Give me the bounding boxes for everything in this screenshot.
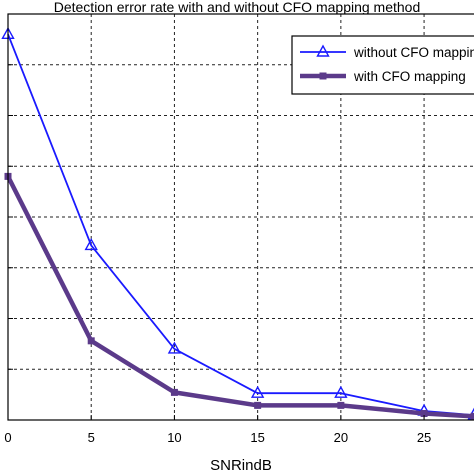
x-ticks: 0 5 10 15 20 25 bbox=[4, 13, 431, 445]
data-point bbox=[337, 401, 345, 409]
data-point bbox=[84, 237, 98, 251]
legend-box bbox=[291, 35, 474, 95]
series-layer bbox=[1, 26, 474, 420]
data-point bbox=[334, 385, 348, 398]
data-point bbox=[470, 412, 474, 420]
x-axis-label: SNRindB bbox=[210, 457, 272, 474]
plot-border bbox=[7, 13, 474, 421]
legend: without CFO mapping with CFO mapping bbox=[291, 35, 474, 95]
x-tick-label: 0 bbox=[4, 430, 11, 445]
data-point bbox=[167, 341, 182, 354]
data-point bbox=[250, 385, 265, 398]
data-point bbox=[254, 401, 262, 409]
legend-label: with CFO mapping bbox=[353, 69, 466, 84]
x-tick-label: 10 bbox=[167, 430, 181, 445]
x-tick-label: 15 bbox=[250, 430, 264, 445]
data-point bbox=[87, 337, 95, 345]
data-point bbox=[420, 410, 428, 418]
x-tick-label: 5 bbox=[88, 430, 95, 445]
data-point bbox=[170, 388, 178, 396]
legend-label: without CFO mapping bbox=[353, 45, 474, 60]
chart-title: Detection error rate with and without CF… bbox=[54, 0, 421, 15]
x-tick-label: 20 bbox=[334, 430, 348, 445]
legend-marker bbox=[319, 72, 327, 80]
legend-marker bbox=[316, 44, 330, 57]
x-tick-label: 25 bbox=[417, 430, 431, 445]
